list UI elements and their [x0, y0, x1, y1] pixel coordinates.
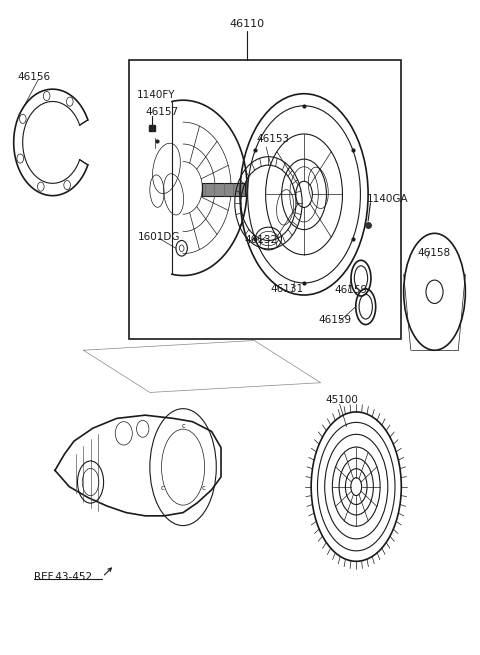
Text: 1601DG: 1601DG — [138, 232, 180, 242]
Text: c: c — [181, 423, 185, 429]
Text: 46153: 46153 — [257, 134, 290, 144]
Text: 46110: 46110 — [229, 19, 264, 29]
Text: c: c — [161, 485, 165, 491]
Bar — [202, 183, 245, 196]
Bar — [129, 60, 401, 339]
Text: 46156: 46156 — [17, 73, 50, 83]
Text: 46157: 46157 — [145, 107, 178, 117]
Text: 46159: 46159 — [335, 285, 368, 295]
Text: c: c — [201, 485, 205, 491]
Text: REF.43-452: REF.43-452 — [34, 572, 92, 582]
Text: 46159: 46159 — [318, 314, 351, 325]
Text: 46131: 46131 — [271, 284, 304, 293]
Text: 46132: 46132 — [245, 235, 278, 245]
Text: 1140FY: 1140FY — [137, 90, 175, 100]
Text: 46158: 46158 — [418, 248, 451, 258]
Text: 1140GA: 1140GA — [367, 194, 409, 204]
Text: 45100: 45100 — [325, 395, 358, 405]
